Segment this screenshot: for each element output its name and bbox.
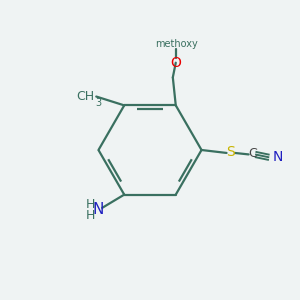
Text: S: S	[226, 146, 235, 159]
Text: C: C	[249, 147, 257, 160]
Text: methoxy: methoxy	[153, 37, 199, 47]
Text: N: N	[272, 150, 283, 164]
Text: O: O	[170, 56, 181, 70]
Text: methoxy: methoxy	[155, 38, 198, 49]
Text: H: H	[86, 197, 95, 211]
Text: H: H	[86, 209, 95, 222]
Text: methyl: methyl	[58, 91, 95, 101]
Text: methoxy: methoxy	[153, 38, 196, 48]
Text: 3: 3	[96, 98, 102, 108]
Text: CH: CH	[77, 90, 95, 103]
Text: N: N	[92, 202, 103, 217]
Text: methoxy: methoxy	[176, 46, 182, 47]
